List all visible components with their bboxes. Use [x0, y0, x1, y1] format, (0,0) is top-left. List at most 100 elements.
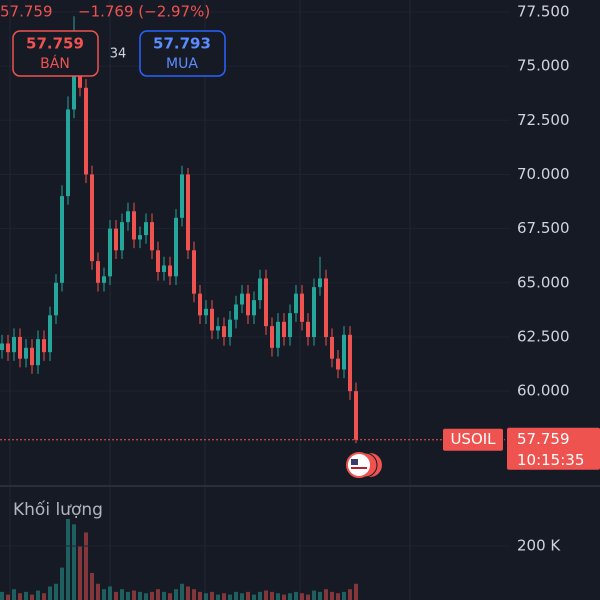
candle-body — [330, 336, 334, 359]
volume-bar — [276, 593, 280, 600]
volume-tick-label: 200 K — [517, 536, 561, 554]
candle-body — [54, 282, 58, 316]
volume-bar — [162, 591, 166, 600]
candle-body — [264, 278, 268, 327]
volume-bar — [144, 593, 148, 600]
candle-body — [240, 293, 244, 305]
candle-body — [132, 211, 136, 240]
volume-bar — [198, 591, 202, 600]
volume-bar — [186, 586, 190, 600]
sell-price: 57.759 — [26, 35, 84, 53]
spread: 34 — [110, 47, 127, 62]
header-price: 57.759 — [0, 3, 53, 21]
volume-bar — [60, 567, 64, 600]
candle-body — [120, 222, 124, 251]
candle-body — [0, 343, 4, 350]
countdown: 10:15:35 — [517, 451, 584, 469]
candle-body — [48, 315, 52, 353]
buy-price: 57.793 — [153, 35, 211, 53]
candle-body — [246, 293, 250, 316]
candle-body — [174, 217, 178, 277]
candle-body — [318, 278, 322, 288]
candle-body — [12, 336, 16, 353]
candle-body — [150, 222, 154, 251]
candle-body — [216, 326, 220, 331]
price-tag-value: 57.759 — [517, 430, 570, 448]
volume-bar — [84, 532, 88, 600]
candle-body — [138, 235, 142, 240]
candle-body — [234, 304, 238, 320]
volume-bar — [330, 591, 334, 600]
candle-body — [198, 293, 202, 316]
buy-button[interactable] — [139, 30, 226, 77]
volume-bar — [216, 594, 220, 600]
volume-bar — [0, 591, 4, 600]
candle-body — [324, 278, 328, 337]
candle-body — [192, 250, 196, 294]
volume-bar — [36, 590, 40, 600]
volume-bar — [18, 593, 22, 600]
candle-body — [270, 326, 274, 348]
candle-body — [90, 174, 94, 262]
candle-body — [252, 300, 256, 316]
volume-bar — [210, 591, 214, 600]
buy-label: MUA — [166, 56, 198, 72]
candle-body — [204, 308, 208, 316]
volume-bar — [240, 593, 244, 600]
symbol-tag — [443, 428, 503, 451]
candle-body — [36, 339, 40, 366]
candle-body — [108, 228, 112, 277]
candle-body — [72, 55, 76, 110]
candle-body — [30, 347, 34, 366]
volume-bar — [300, 593, 304, 600]
candle-body — [144, 222, 148, 236]
candle-body — [114, 228, 118, 251]
flag-icon — [346, 452, 382, 478]
price-tag — [507, 427, 600, 470]
volume-bar — [306, 594, 310, 600]
volume-bar — [156, 589, 160, 600]
volume-bar — [348, 589, 352, 600]
volume-bar — [180, 583, 184, 600]
candle-body — [60, 196, 64, 283]
volume-bar — [78, 545, 82, 600]
volume-bar — [30, 594, 34, 600]
volume-bar — [270, 591, 274, 600]
volume-bar — [96, 583, 100, 600]
candle-body — [156, 250, 160, 272]
volume-bar — [228, 594, 232, 600]
volume-bar — [282, 594, 286, 600]
header-change: −1.769 (−2.97%) — [78, 3, 210, 21]
candle-body — [336, 358, 340, 370]
candle-body — [24, 347, 28, 359]
volume-bar — [168, 593, 172, 600]
candle-body — [18, 336, 22, 359]
volume-bar — [120, 589, 124, 600]
volume-bar — [204, 593, 208, 600]
volume-bar — [246, 591, 250, 600]
volume-bar — [252, 594, 256, 600]
candle-body — [288, 313, 292, 337]
candle-body — [312, 287, 316, 337]
y-tick-label: 75.000 — [517, 57, 570, 75]
candle-body — [306, 321, 310, 337]
y-tick-label: 65.000 — [517, 273, 570, 291]
candle-body — [294, 293, 298, 314]
volume-bar — [132, 590, 136, 600]
volume-bar — [48, 586, 52, 600]
volume-bar — [222, 593, 226, 600]
candle-body — [102, 276, 106, 283]
volume-bar — [90, 572, 94, 600]
volume-bar — [12, 589, 16, 600]
candle-body — [162, 265, 166, 272]
volume-bar — [126, 591, 130, 600]
sell-button[interactable] — [12, 30, 99, 77]
volume-bar — [264, 590, 268, 600]
candle-body — [282, 321, 286, 337]
candle-body — [342, 334, 346, 370]
candle-body — [348, 334, 352, 392]
candle-body — [84, 87, 88, 175]
volume-bar — [192, 589, 196, 600]
volume-bar — [174, 589, 178, 600]
